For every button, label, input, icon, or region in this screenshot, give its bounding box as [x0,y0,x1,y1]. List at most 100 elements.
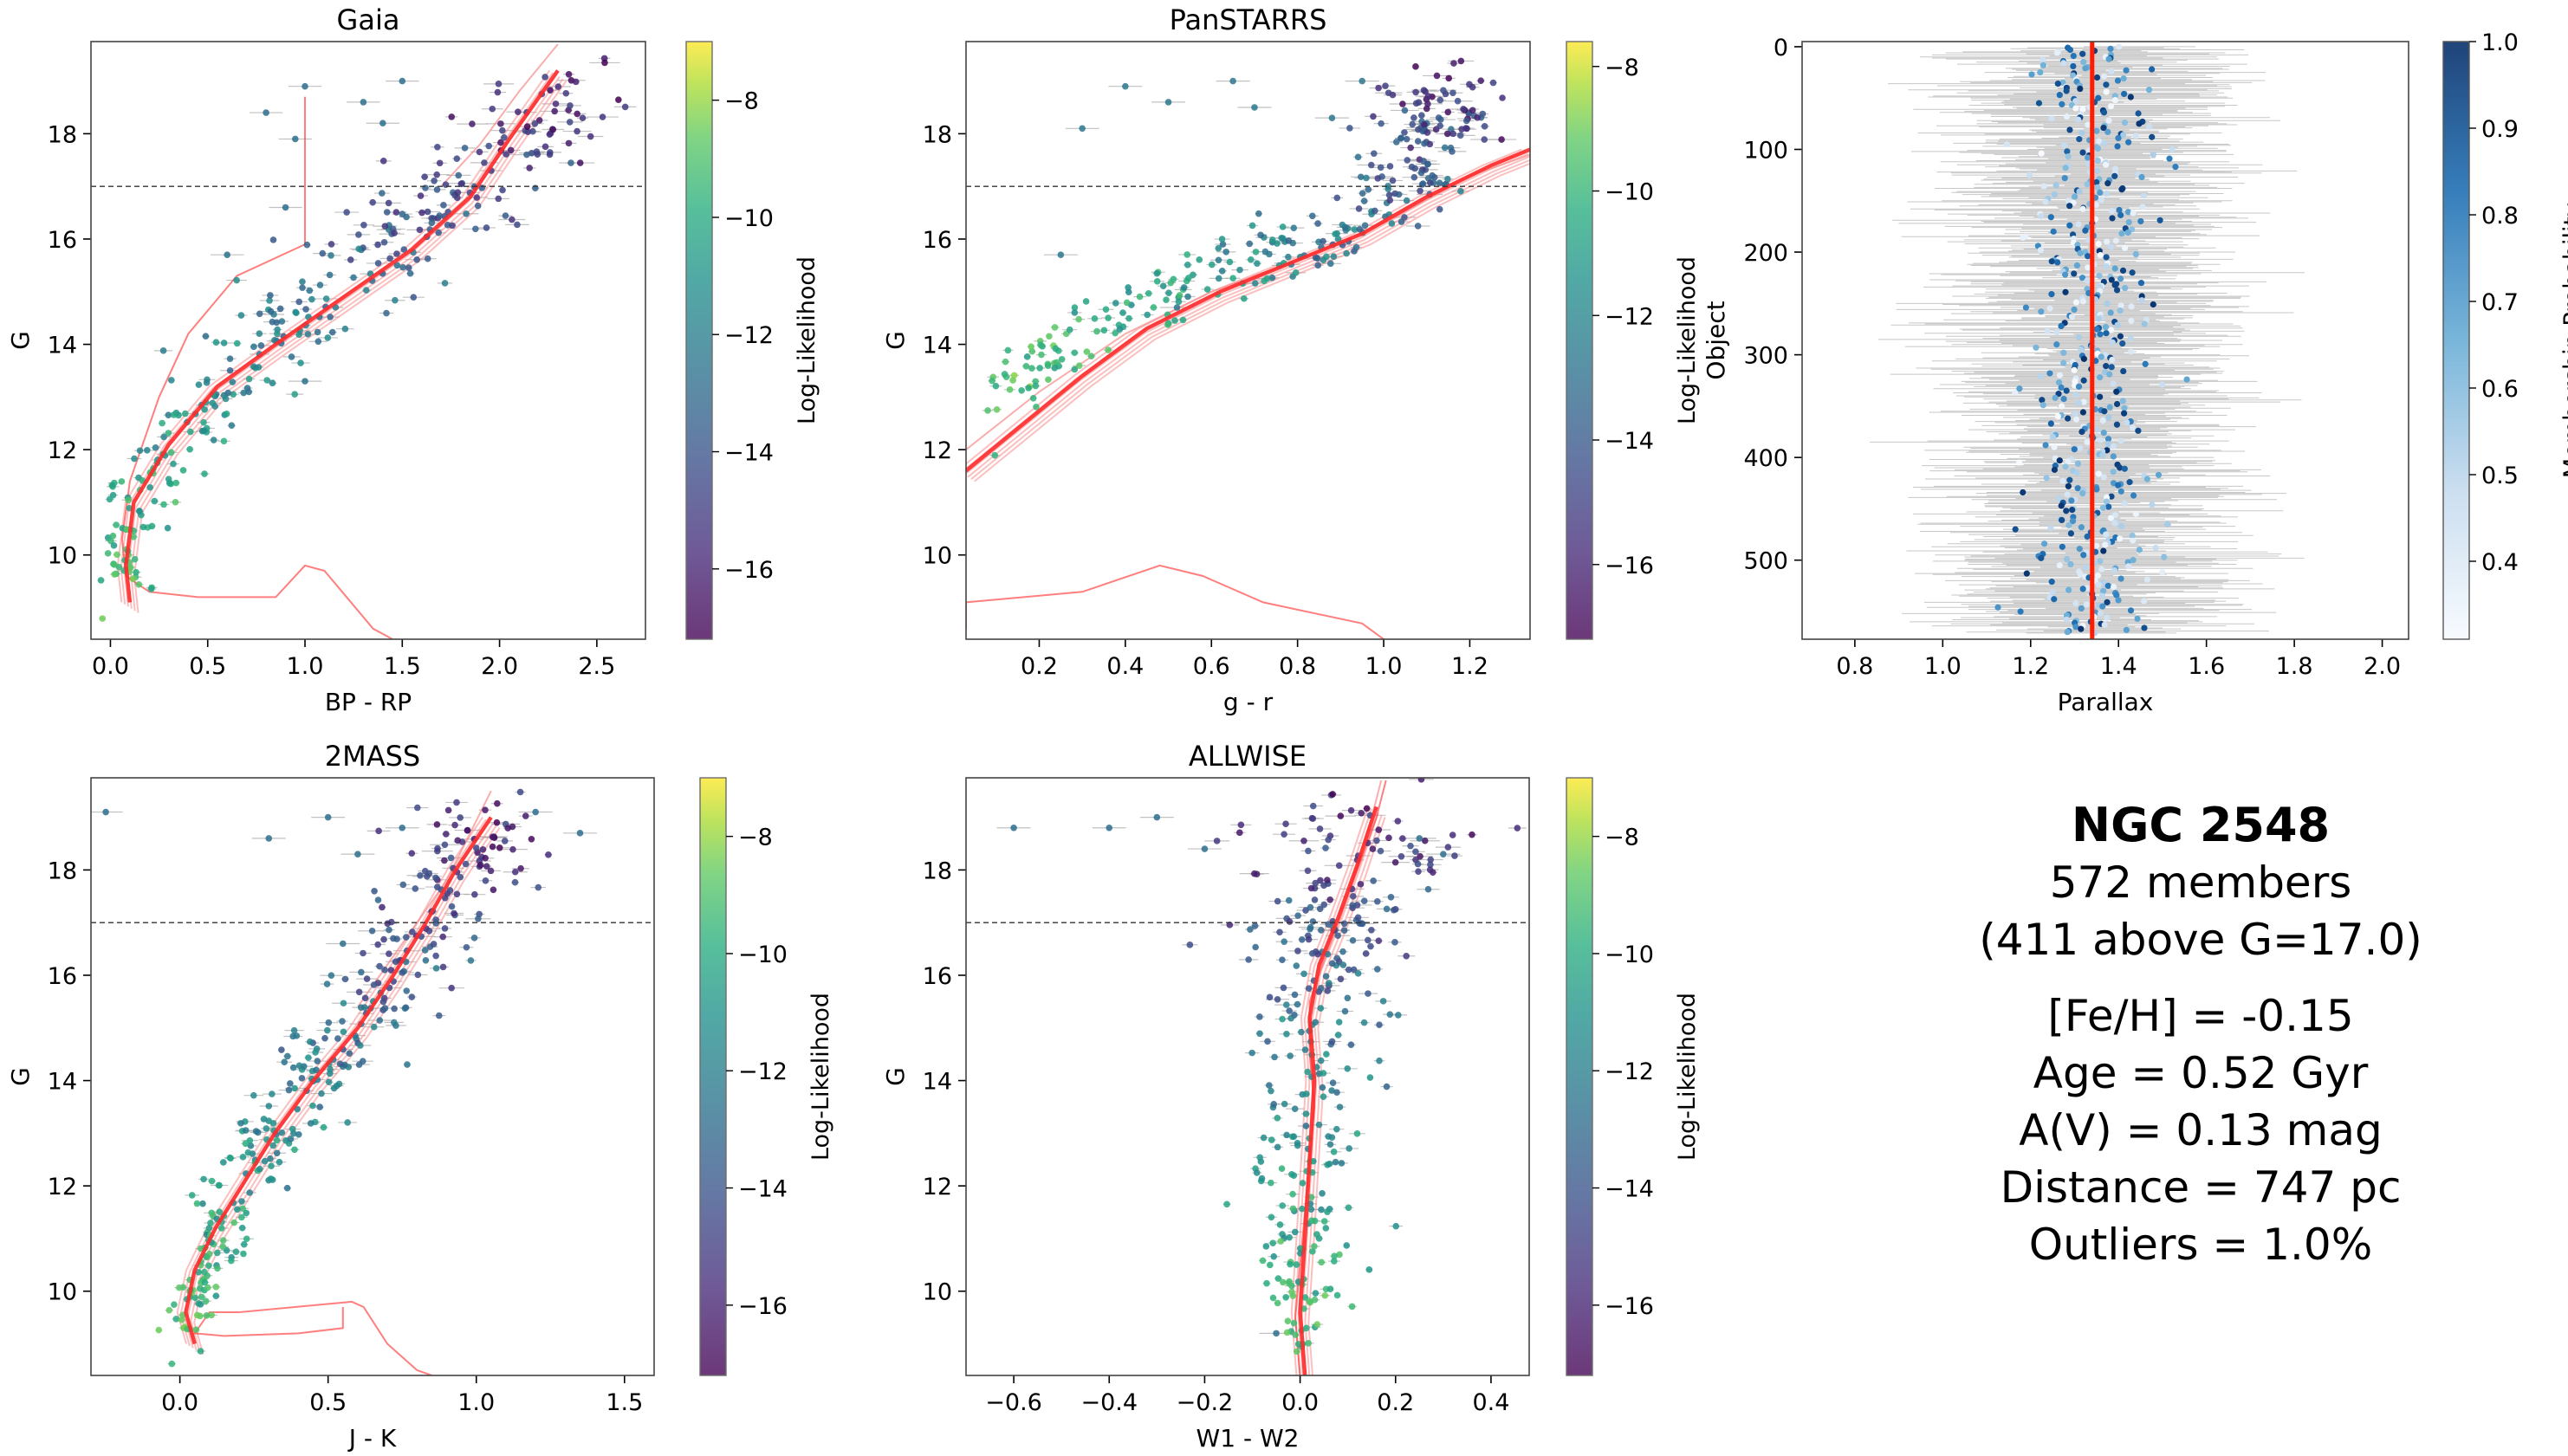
member-point [133,568,139,576]
member-point [1352,243,1360,251]
member-point [269,379,276,387]
member-point [1397,134,1405,142]
member-point [1105,314,1112,321]
member-point [384,920,392,928]
member-point [267,292,274,299]
member-point [1449,148,1456,155]
member-point [1028,343,1034,351]
member-point [302,306,309,313]
member-point [1183,251,1191,258]
x-tick-label: 0.2 [1377,1389,1414,1416]
parallax-point [2065,153,2072,160]
member-point [1315,1121,1323,1129]
member-point [1254,260,1261,267]
parallax-point [2115,134,2122,142]
member-point [346,1050,353,1057]
member-point [1270,1252,1278,1260]
member-point [214,1265,221,1272]
member-point [516,788,524,796]
member-point [1300,970,1307,978]
member-point [1376,1057,1383,1064]
parallax-point [2138,173,2145,181]
parallax-point [2072,416,2080,423]
parallax-point [2093,127,2100,134]
member-point [432,874,439,882]
colorbar [699,777,727,1376]
member-point [1321,1291,1329,1299]
member-point [1285,237,1293,244]
member-point [1444,844,1452,851]
member-point [1481,136,1488,143]
parallax-point [2111,96,2118,104]
member-point [1159,282,1167,289]
parallax-point [2075,221,2082,228]
member-point [392,209,400,216]
member-point [1328,1087,1335,1094]
member-point [171,1301,178,1308]
member-point [1176,292,1183,299]
member-point [496,844,503,851]
member-point [136,447,144,455]
member-point [374,896,382,903]
member-point [355,231,362,238]
member-point [1322,844,1329,851]
member-point [1292,269,1300,276]
parallax-point [2098,566,2105,573]
parallax-point [2037,372,2045,380]
member-point [295,298,303,306]
member-point [1365,936,1372,944]
member-point [287,1136,295,1142]
member-point [1311,896,1319,903]
member-point [436,159,444,167]
member-point [256,1165,263,1173]
colorbar-tick-label: −16 [724,557,774,584]
member-point [1305,985,1313,993]
parallax-point [2095,94,2102,101]
parallax-point [2060,395,2067,403]
parallax-point [2104,599,2111,605]
parallax-point [2080,355,2087,362]
member-point [1229,77,1236,85]
parallax-point [2062,271,2069,278]
member-point [432,920,439,927]
member-point [381,1005,389,1012]
member-point [495,195,503,203]
member-point [1449,130,1456,138]
member-point [515,108,522,116]
member-point [324,334,332,341]
plot-area [91,43,645,639]
member-point [360,949,366,957]
parallax-point [2065,415,2072,422]
parallax-point [2149,502,2156,508]
parallax-point [2077,85,2084,93]
member-point [601,59,608,67]
member-point [433,186,441,193]
parallax-point [2107,45,2114,52]
member-point [1303,1324,1310,1332]
member-point [1469,831,1475,838]
member-point [1179,316,1187,324]
parallax-point [2128,303,2135,310]
member-point [263,377,271,384]
parallax-point [2129,269,2136,276]
member-point [1426,140,1434,148]
member-point [430,941,438,948]
member-point [1451,852,1458,859]
member-point [1010,372,1018,379]
member-point [1312,879,1320,887]
x-tick-label: −0.2 [1177,1389,1234,1416]
member-point [1346,125,1353,132]
member-point [1410,173,1418,181]
member-point [135,580,143,588]
parallax-point [2093,326,2100,333]
member-point [1266,1082,1273,1089]
isochrone-tail [440,43,559,187]
x-tick-label: 0.0 [1281,1389,1319,1416]
parallax-point [2141,598,2148,605]
member-point [1256,1030,1263,1038]
member-point [1046,333,1053,340]
member-point [216,1208,224,1215]
member-point [380,935,387,943]
member-point [1363,174,1370,182]
x-tick-label: 1.0 [1924,653,1962,680]
